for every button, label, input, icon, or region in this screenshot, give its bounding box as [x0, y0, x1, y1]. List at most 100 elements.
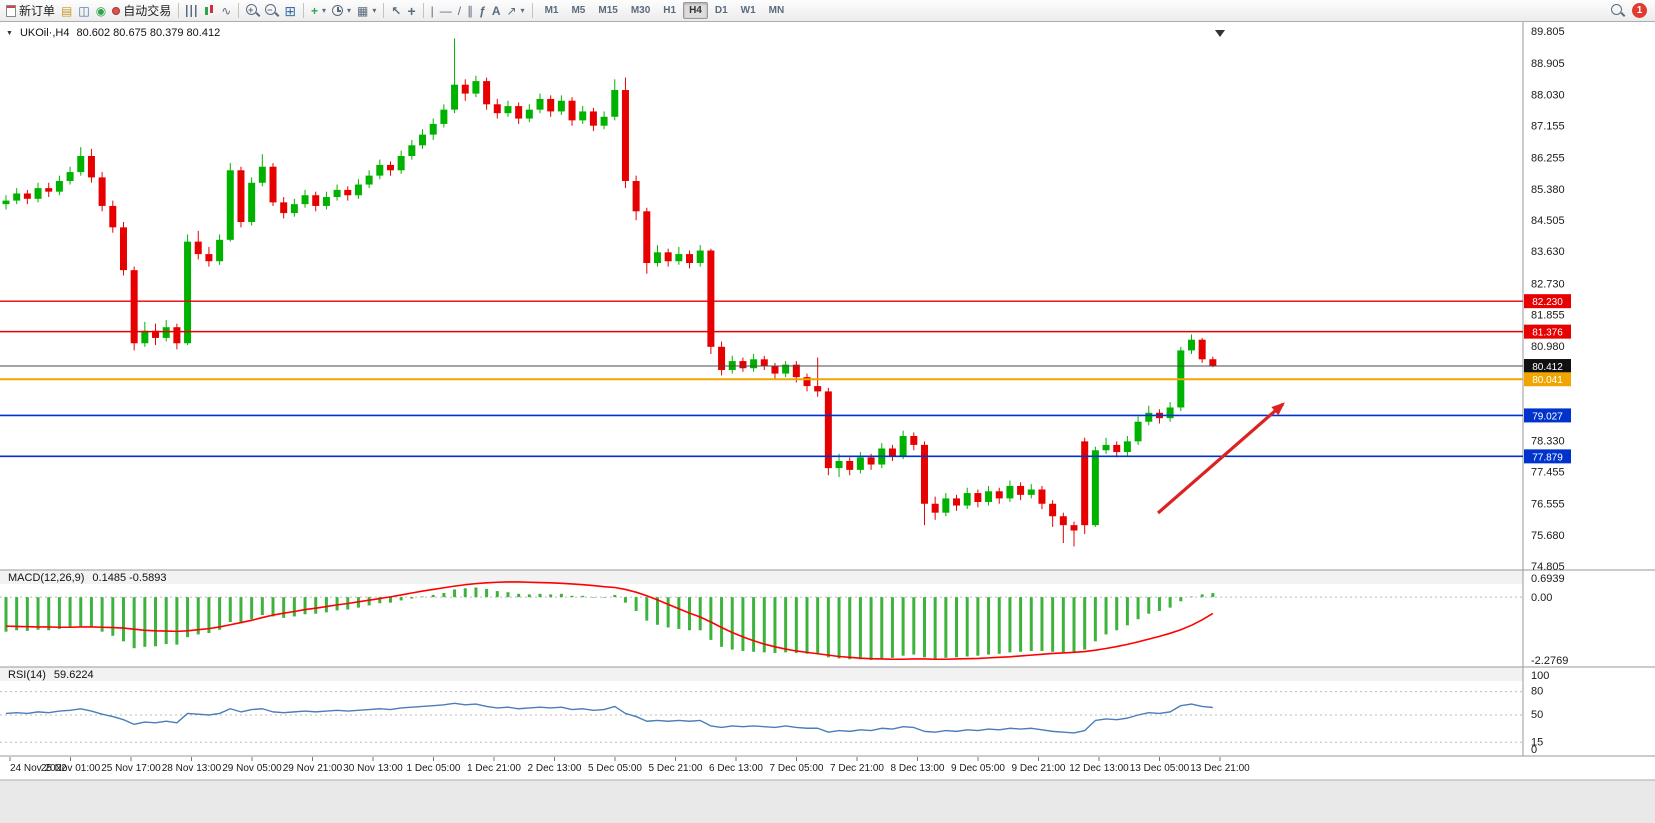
- signals-button[interactable]: ◉: [93, 1, 109, 20]
- cursor-icon: ↖: [391, 3, 402, 18]
- crosshair-tool-button[interactable]: +: [404, 1, 418, 20]
- channel-icon: ∥: [467, 3, 474, 18]
- macd-values: 0.1485 -0.5893: [92, 572, 167, 584]
- svg-text:30 Nov 13:00: 30 Nov 13:00: [343, 763, 403, 774]
- svg-text:80.412: 80.412: [1532, 362, 1563, 373]
- main-toolbar: 新订单 ▤ ◫ ◉ 自动交易 ∿ + − ⊞ + ▾ ▾ ▦ ▾ ↖ + | — /…: [0, 0, 1655, 22]
- trendline-tool-button[interactable]: /: [455, 1, 464, 20]
- symbol-dropdown-icon[interactable]: ▼: [6, 29, 13, 37]
- svg-text:81.376: 81.376: [1532, 328, 1563, 339]
- tile-windows-icon: ⊞: [284, 2, 296, 19]
- svg-text:1 Dec 05:00: 1 Dec 05:00: [407, 763, 461, 774]
- timeframe-button-m5[interactable]: M5: [571, 5, 586, 16]
- fibonacci-icon: ƒ: [479, 3, 486, 18]
- svg-text:80.980: 80.980: [1531, 341, 1565, 353]
- svg-text:50: 50: [1531, 709, 1543, 721]
- toolbar-separator: [531, 3, 533, 18]
- trend-arrow-annotation[interactable]: [1156, 402, 1285, 515]
- timeframe-button-h1[interactable]: H1: [663, 5, 677, 16]
- auto-trading-button[interactable]: 自动交易: [109, 1, 174, 20]
- macd-histogram: [4, 587, 1215, 660]
- timeframe-button-mn[interactable]: MN: [768, 5, 785, 16]
- bar-chart-mode-button[interactable]: [183, 1, 200, 20]
- svg-text:80.041: 80.041: [1532, 375, 1563, 386]
- chevron-down-icon: ▾: [520, 6, 525, 15]
- toolbar-separator: [422, 3, 424, 18]
- template-icon: ▦: [357, 3, 369, 18]
- notification-badge[interactable]: 1: [1632, 3, 1647, 18]
- candlestick-mode-button[interactable]: [200, 1, 218, 20]
- svg-text:81.855: 81.855: [1531, 310, 1565, 322]
- auto-trading-icon: [112, 6, 121, 15]
- new-chart-button[interactable]: ▤: [58, 1, 75, 20]
- timeframe-button-m15[interactable]: M15: [598, 5, 618, 16]
- svg-text:100: 100: [1531, 670, 1549, 682]
- cursor-tool-button[interactable]: ↖: [388, 1, 404, 20]
- fibonacci-tool-button[interactable]: ƒ: [476, 1, 489, 20]
- arrow-icon: ↗: [506, 3, 517, 18]
- timeframe-button-m1[interactable]: M1: [544, 5, 559, 16]
- timeframe-button-w1[interactable]: W1: [740, 5, 756, 16]
- market-watch-icon: ◫: [78, 3, 90, 18]
- ohlc-values: 80.602 80.675 80.379 80.412: [76, 27, 221, 39]
- svg-text:89.805: 89.805: [1531, 26, 1565, 38]
- zoom-in-button[interactable]: +: [243, 1, 262, 20]
- candlestick-icon: [203, 4, 215, 17]
- svg-text:85.380: 85.380: [1531, 184, 1565, 196]
- bar-chart-icon: [186, 4, 198, 17]
- indicators-button[interactable]: + ▾: [308, 1, 329, 20]
- svg-text:83.630: 83.630: [1531, 246, 1565, 258]
- macd-name: MACD(12,26,9): [8, 572, 85, 584]
- candles-layer: [2, 38, 1217, 547]
- svg-text:0.6939: 0.6939: [1531, 573, 1565, 585]
- channel-tool-button[interactable]: ∥: [464, 1, 476, 20]
- add-indicator-icon: +: [311, 3, 319, 18]
- vertical-line-tool-button[interactable]: |: [428, 1, 437, 20]
- time-scale[interactable]: [0, 757, 1523, 779]
- svg-text:0: 0: [1531, 744, 1537, 756]
- macd-signal-line: [5, 581, 1214, 661]
- templates-button[interactable]: ▦ ▾: [354, 1, 379, 20]
- clock-icon: [332, 5, 344, 16]
- svg-text:87.155: 87.155: [1531, 121, 1565, 133]
- text-tool-button[interactable]: A: [489, 1, 504, 20]
- svg-text:77.455: 77.455: [1531, 466, 1565, 478]
- new-order-label: 新订单: [19, 4, 56, 18]
- arrows-tool-button[interactable]: ↗ ▾: [503, 1, 527, 20]
- svg-text:13 Dec 05:00: 13 Dec 05:00: [1130, 763, 1190, 774]
- timeframe-button-d1[interactable]: D1: [714, 5, 728, 16]
- toolbar-separator: [383, 3, 385, 18]
- svg-text:82.730: 82.730: [1531, 278, 1565, 290]
- svg-text:76.555: 76.555: [1531, 499, 1565, 511]
- horizontal-line-icon: —: [439, 3, 452, 18]
- chart-shift-marker[interactable]: [1215, 30, 1225, 37]
- svg-text:28 Nov 13:00: 28 Nov 13:00: [162, 763, 222, 774]
- svg-text:78.330: 78.330: [1531, 435, 1565, 447]
- timeframe-button-m30[interactable]: M30: [630, 5, 651, 16]
- zoom-out-icon: −: [265, 4, 278, 17]
- rsi-label: RSI(14) 59.6224: [8, 669, 94, 681]
- market-watch-button[interactable]: ◫: [75, 1, 92, 20]
- svg-text:12 Dec 13:00: 12 Dec 13:00: [1069, 763, 1129, 774]
- svg-text:88.030: 88.030: [1531, 89, 1565, 101]
- zoom-out-button[interactable]: −: [262, 1, 281, 20]
- svg-text:0.00: 0.00: [1531, 592, 1552, 604]
- rsi-value: 59.6224: [53, 669, 94, 681]
- horizontal-line-tool-button[interactable]: —: [437, 1, 455, 20]
- new-order-button[interactable]: 新订单: [3, 1, 58, 20]
- trendline-icon: /: [457, 3, 462, 18]
- timeframe-button-h4[interactable]: H4: [683, 2, 708, 19]
- tile-windows-button[interactable]: ⊞: [281, 1, 299, 20]
- svg-text:9 Dec 05:00: 9 Dec 05:00: [951, 763, 1005, 774]
- svg-text:8 Dec 13:00: 8 Dec 13:00: [891, 763, 945, 774]
- svg-text:5 Dec 05:00: 5 Dec 05:00: [588, 763, 642, 774]
- symbol-period-label: UKOil·,H4: [19, 27, 70, 39]
- period-menu-button[interactable]: ▾: [329, 1, 354, 20]
- chevron-down-icon: ▾: [372, 6, 377, 15]
- svg-text:7 Dec 21:00: 7 Dec 21:00: [830, 763, 884, 774]
- search-button[interactable]: [1608, 1, 1627, 20]
- line-chart-mode-button[interactable]: ∿: [218, 1, 234, 20]
- svg-text:24 Nov 2022: 24 Nov 2022: [10, 763, 67, 774]
- price-scale[interactable]: [1524, 28, 1654, 756]
